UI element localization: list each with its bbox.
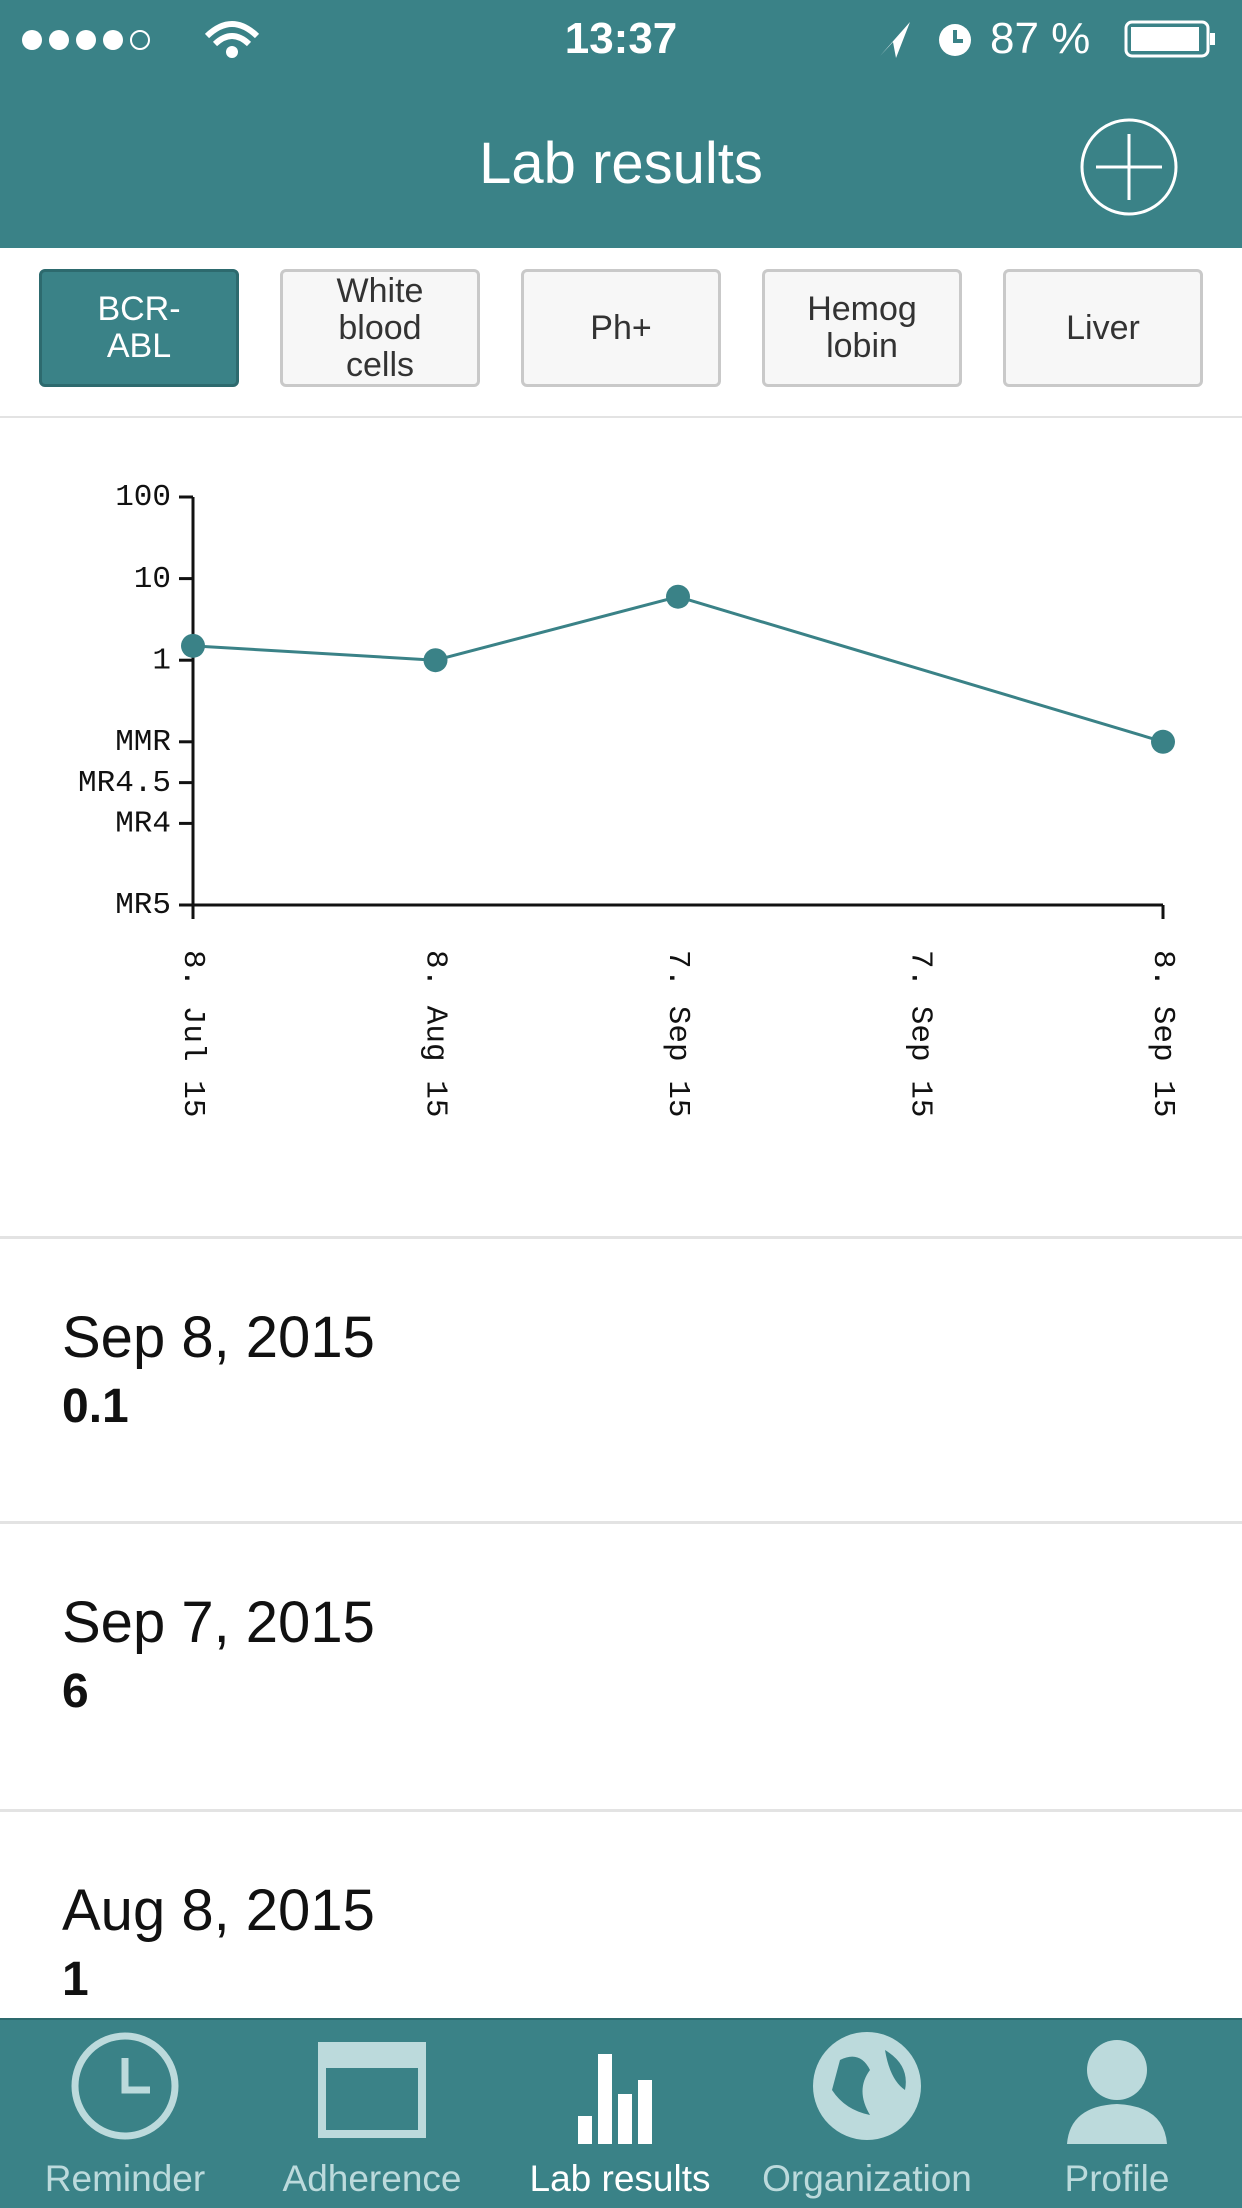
result-row[interactable]: Sep 8, 2015 0.1	[0, 1236, 1242, 1524]
y-tick-label: MR4	[115, 807, 171, 842]
y-tick-label: MR5	[115, 888, 171, 923]
status-time: 13:37	[564, 14, 678, 63]
result-row[interactable]: Sep 7, 2015 6	[0, 1524, 1242, 1812]
status-icons	[22, 20, 1215, 58]
y-tick-label: MR4.5	[78, 766, 171, 801]
y-tick-label: MMR	[115, 725, 171, 760]
tab[interactable]: Liver	[1003, 269, 1203, 387]
tab-label[interactable]: Profile	[1064, 2158, 1170, 2199]
add-button[interactable]	[1078, 116, 1180, 218]
data-point	[423, 648, 448, 673]
data-point	[1151, 729, 1175, 754]
tab[interactable]: Hemog lobin	[762, 269, 962, 387]
x-tick-label: 8. Jul 15	[175, 950, 210, 1117]
tab-icons	[71, 2032, 1167, 2144]
tab-label[interactable]: Adherence	[282, 2158, 462, 2199]
x-tick-label: 8. Aug 15	[417, 950, 452, 1117]
result-value: 1	[62, 1953, 89, 2006]
result-date: Sep 7, 2015	[62, 1590, 375, 1655]
tab[interactable]: BCR-ABL	[39, 269, 239, 387]
battery-level: 87 %	[990, 14, 1091, 63]
x-tick-label: 7. Sep 15	[902, 950, 937, 1117]
y-tick-label: 1	[152, 643, 171, 678]
tab-bar: Reminder Adherence Lab results Organizat…	[0, 2018, 1242, 2208]
tab-label[interactable]: Reminder	[44, 2158, 206, 2199]
x-tick-label: 7. Sep 15	[660, 950, 695, 1117]
screen-title: Lab results	[479, 131, 763, 196]
line-segment	[435, 595, 679, 662]
result-value: 6	[62, 1665, 89, 1718]
result-value: 0.1	[62, 1380, 129, 1433]
result-row[interactable]: Aug 8, 2015 1	[0, 1812, 1242, 2100]
y-tick-label: 10	[134, 562, 171, 597]
tab-label[interactable]: Lab results	[529, 2158, 711, 2199]
line-segment	[677, 595, 1164, 744]
line-segment	[192, 644, 436, 662]
data-point	[666, 584, 690, 609]
data-point	[181, 633, 205, 658]
y-tick-label: 100	[115, 480, 171, 515]
tab-label[interactable]: Organization	[762, 2158, 972, 2199]
tab[interactable]: White blood cells	[280, 269, 480, 387]
app-header: 13:37 87 % Lab results	[0, 0, 1242, 248]
test-tabs: BCR-ABL White blood cells Ph+ Hemog lobi…	[0, 248, 1242, 418]
result-date: Aug 8, 2015	[62, 1878, 375, 1943]
result-date: Sep 8, 2015	[62, 1305, 375, 1370]
x-tick-label: 8. Sep 15	[1145, 950, 1180, 1117]
tab[interactable]: Ph+	[521, 269, 721, 387]
